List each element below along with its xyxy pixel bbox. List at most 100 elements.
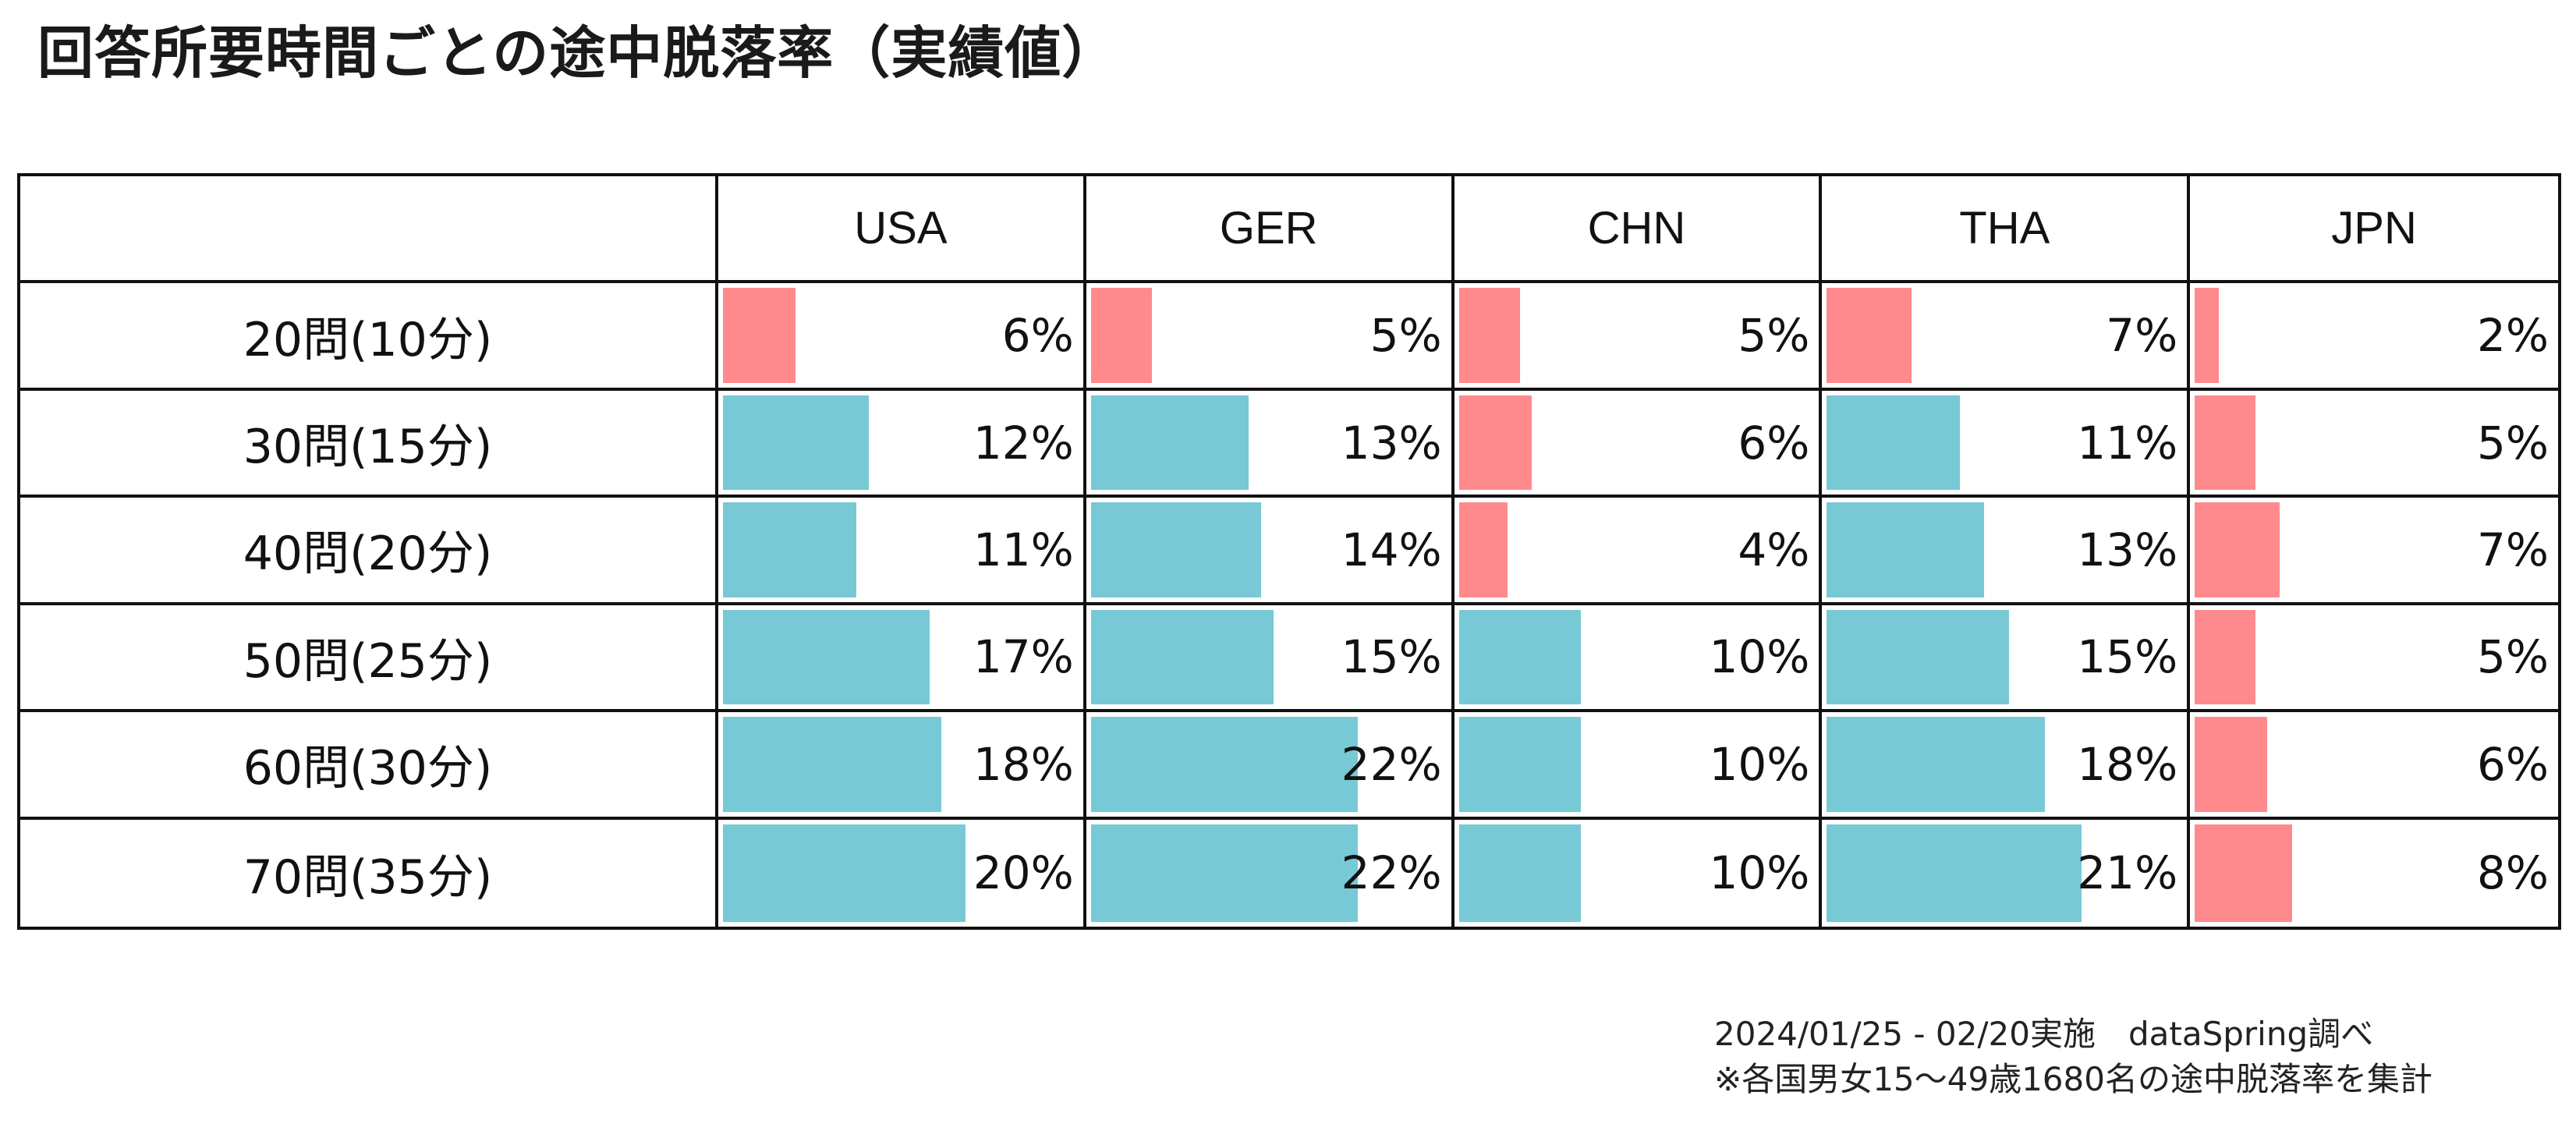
data-cell: 15% <box>1822 604 2191 713</box>
bar-usa-6 <box>723 824 966 922</box>
data-cell: 15% <box>1086 604 1455 713</box>
value-label: 5% <box>2476 630 2549 684</box>
value-label: 17% <box>973 630 1074 684</box>
page-title: 回答所要時間ごとの途中脱落率（実績値） <box>37 20 1119 86</box>
data-cell: 6% <box>718 283 1086 391</box>
bar-usa-3 <box>723 502 856 597</box>
bar-ger-3 <box>1090 502 1261 597</box>
data-cell: 18% <box>718 712 1086 820</box>
data-cell: 18% <box>1822 712 2191 820</box>
bar-ger-5 <box>1090 717 1358 812</box>
bar-jpn-3 <box>2195 502 2280 597</box>
bar-ger-6 <box>1090 824 1358 922</box>
value-label: 18% <box>973 737 1074 791</box>
bar-chn-5 <box>1458 717 1581 812</box>
data-cell: 22% <box>1086 819 1455 927</box>
value-label: 8% <box>2476 846 2549 900</box>
data-cell: 10% <box>1455 819 1823 927</box>
column-header-jpn: JPN <box>2190 176 2558 284</box>
bar-jpn-5 <box>2195 717 2268 812</box>
bar-jpn-6 <box>2195 824 2293 922</box>
data-cell: 14% <box>1086 498 1455 605</box>
bar-tha-2 <box>1827 395 1961 491</box>
data-cell: 5% <box>2190 391 2558 498</box>
row-label: 60問(30分) <box>20 712 718 820</box>
value-label: 22% <box>1341 846 1442 900</box>
data-cell: 5% <box>2190 605 2558 713</box>
data-cell: 5% <box>1454 283 1823 391</box>
value-label: 15% <box>2077 630 2178 684</box>
value-label: 6% <box>1001 309 1074 363</box>
column-header-usa: USA <box>718 176 1086 284</box>
column-header-tha: THA <box>1822 176 2191 284</box>
bar-tha-1 <box>1827 288 1912 383</box>
data-cell: 6% <box>2190 712 2558 820</box>
data-cell: 13% <box>1086 390 1455 498</box>
value-label: 5% <box>1369 309 1442 363</box>
bar-jpn-4 <box>2195 609 2256 705</box>
row-label: 70問(35分) <box>20 819 718 927</box>
bar-jpn-1 <box>2195 288 2220 383</box>
bar-usa-5 <box>723 717 941 812</box>
column-header-ger: GER <box>1086 176 1455 284</box>
bar-chn-6 <box>1458 824 1581 922</box>
value-label: 10% <box>1709 630 1810 684</box>
value-label: 13% <box>1341 416 1442 470</box>
bar-chn-1 <box>1458 288 1520 383</box>
value-label: 18% <box>2077 737 2178 791</box>
data-cell: 12% <box>718 390 1086 498</box>
survey-period-note: 2024/01/25 - 02/20実施 dataSpring調べ <box>1714 1015 2374 1053</box>
bar-usa-4 <box>723 609 930 705</box>
row-label: 40問(20分) <box>20 498 718 605</box>
data-cell: 10% <box>1454 604 1823 713</box>
data-cell: 7% <box>2190 498 2558 605</box>
data-cell: 5% <box>1086 283 1455 391</box>
value-label: 12% <box>973 416 1074 470</box>
bar-tha-5 <box>1827 717 2046 812</box>
bar-chn-3 <box>1458 502 1508 597</box>
value-label: 15% <box>1341 630 1442 684</box>
table-corner-cell <box>20 176 718 284</box>
value-label: 13% <box>2077 523 2178 576</box>
bar-tha-3 <box>1827 502 1985 597</box>
row-label: 30問(15分) <box>20 390 718 498</box>
bar-chn-2 <box>1458 395 1532 491</box>
value-label: 4% <box>1738 523 1810 576</box>
value-label: 7% <box>2476 523 2549 576</box>
data-cell: 17% <box>718 604 1086 713</box>
bar-usa-1 <box>723 288 795 383</box>
value-label: 10% <box>1709 846 1810 900</box>
data-cell: 4% <box>1454 498 1823 605</box>
bar-tha-4 <box>1827 609 2010 705</box>
value-label: 2% <box>2476 309 2549 363</box>
data-cell: 20% <box>718 819 1086 927</box>
data-cell: 13% <box>1822 498 2191 605</box>
bar-ger-4 <box>1090 609 1274 705</box>
value-label: 20% <box>973 846 1074 900</box>
data-cell: 7% <box>1822 283 2191 391</box>
value-label: 21% <box>2077 846 2178 900</box>
value-label: 5% <box>2476 416 2549 470</box>
data-cell: 10% <box>1454 712 1823 820</box>
dropout-rate-table: USA GER CHN THA JPN 20問(10分) 6% 5% 5% 7% 2% 30問(15分… <box>17 173 2561 930</box>
column-header-chn: CHN <box>1454 176 1823 284</box>
data-cell: 11% <box>718 498 1086 605</box>
data-cell: 21% <box>1822 819 2191 927</box>
value-label: 11% <box>973 523 1074 576</box>
bar-ger-1 <box>1090 288 1152 383</box>
bar-usa-2 <box>723 395 869 491</box>
bar-tha-6 <box>1827 824 2082 922</box>
value-label: 11% <box>2077 416 2178 470</box>
row-label: 50問(25分) <box>20 604 718 713</box>
data-cell: 2% <box>2190 283 2558 391</box>
value-label: 6% <box>1738 416 1810 470</box>
value-label: 14% <box>1341 523 1442 576</box>
value-label: 5% <box>1738 309 1810 363</box>
data-cell: 8% <box>2190 820 2558 927</box>
value-label: 10% <box>1709 737 1810 791</box>
sample-note: ※各国男女15～49歳1680名の途中脱落率を集計 <box>1714 1060 2432 1098</box>
value-label: 22% <box>1341 737 1442 791</box>
data-cell: 6% <box>1454 390 1823 498</box>
value-label: 7% <box>2106 309 2178 363</box>
bar-ger-2 <box>1090 395 1249 491</box>
